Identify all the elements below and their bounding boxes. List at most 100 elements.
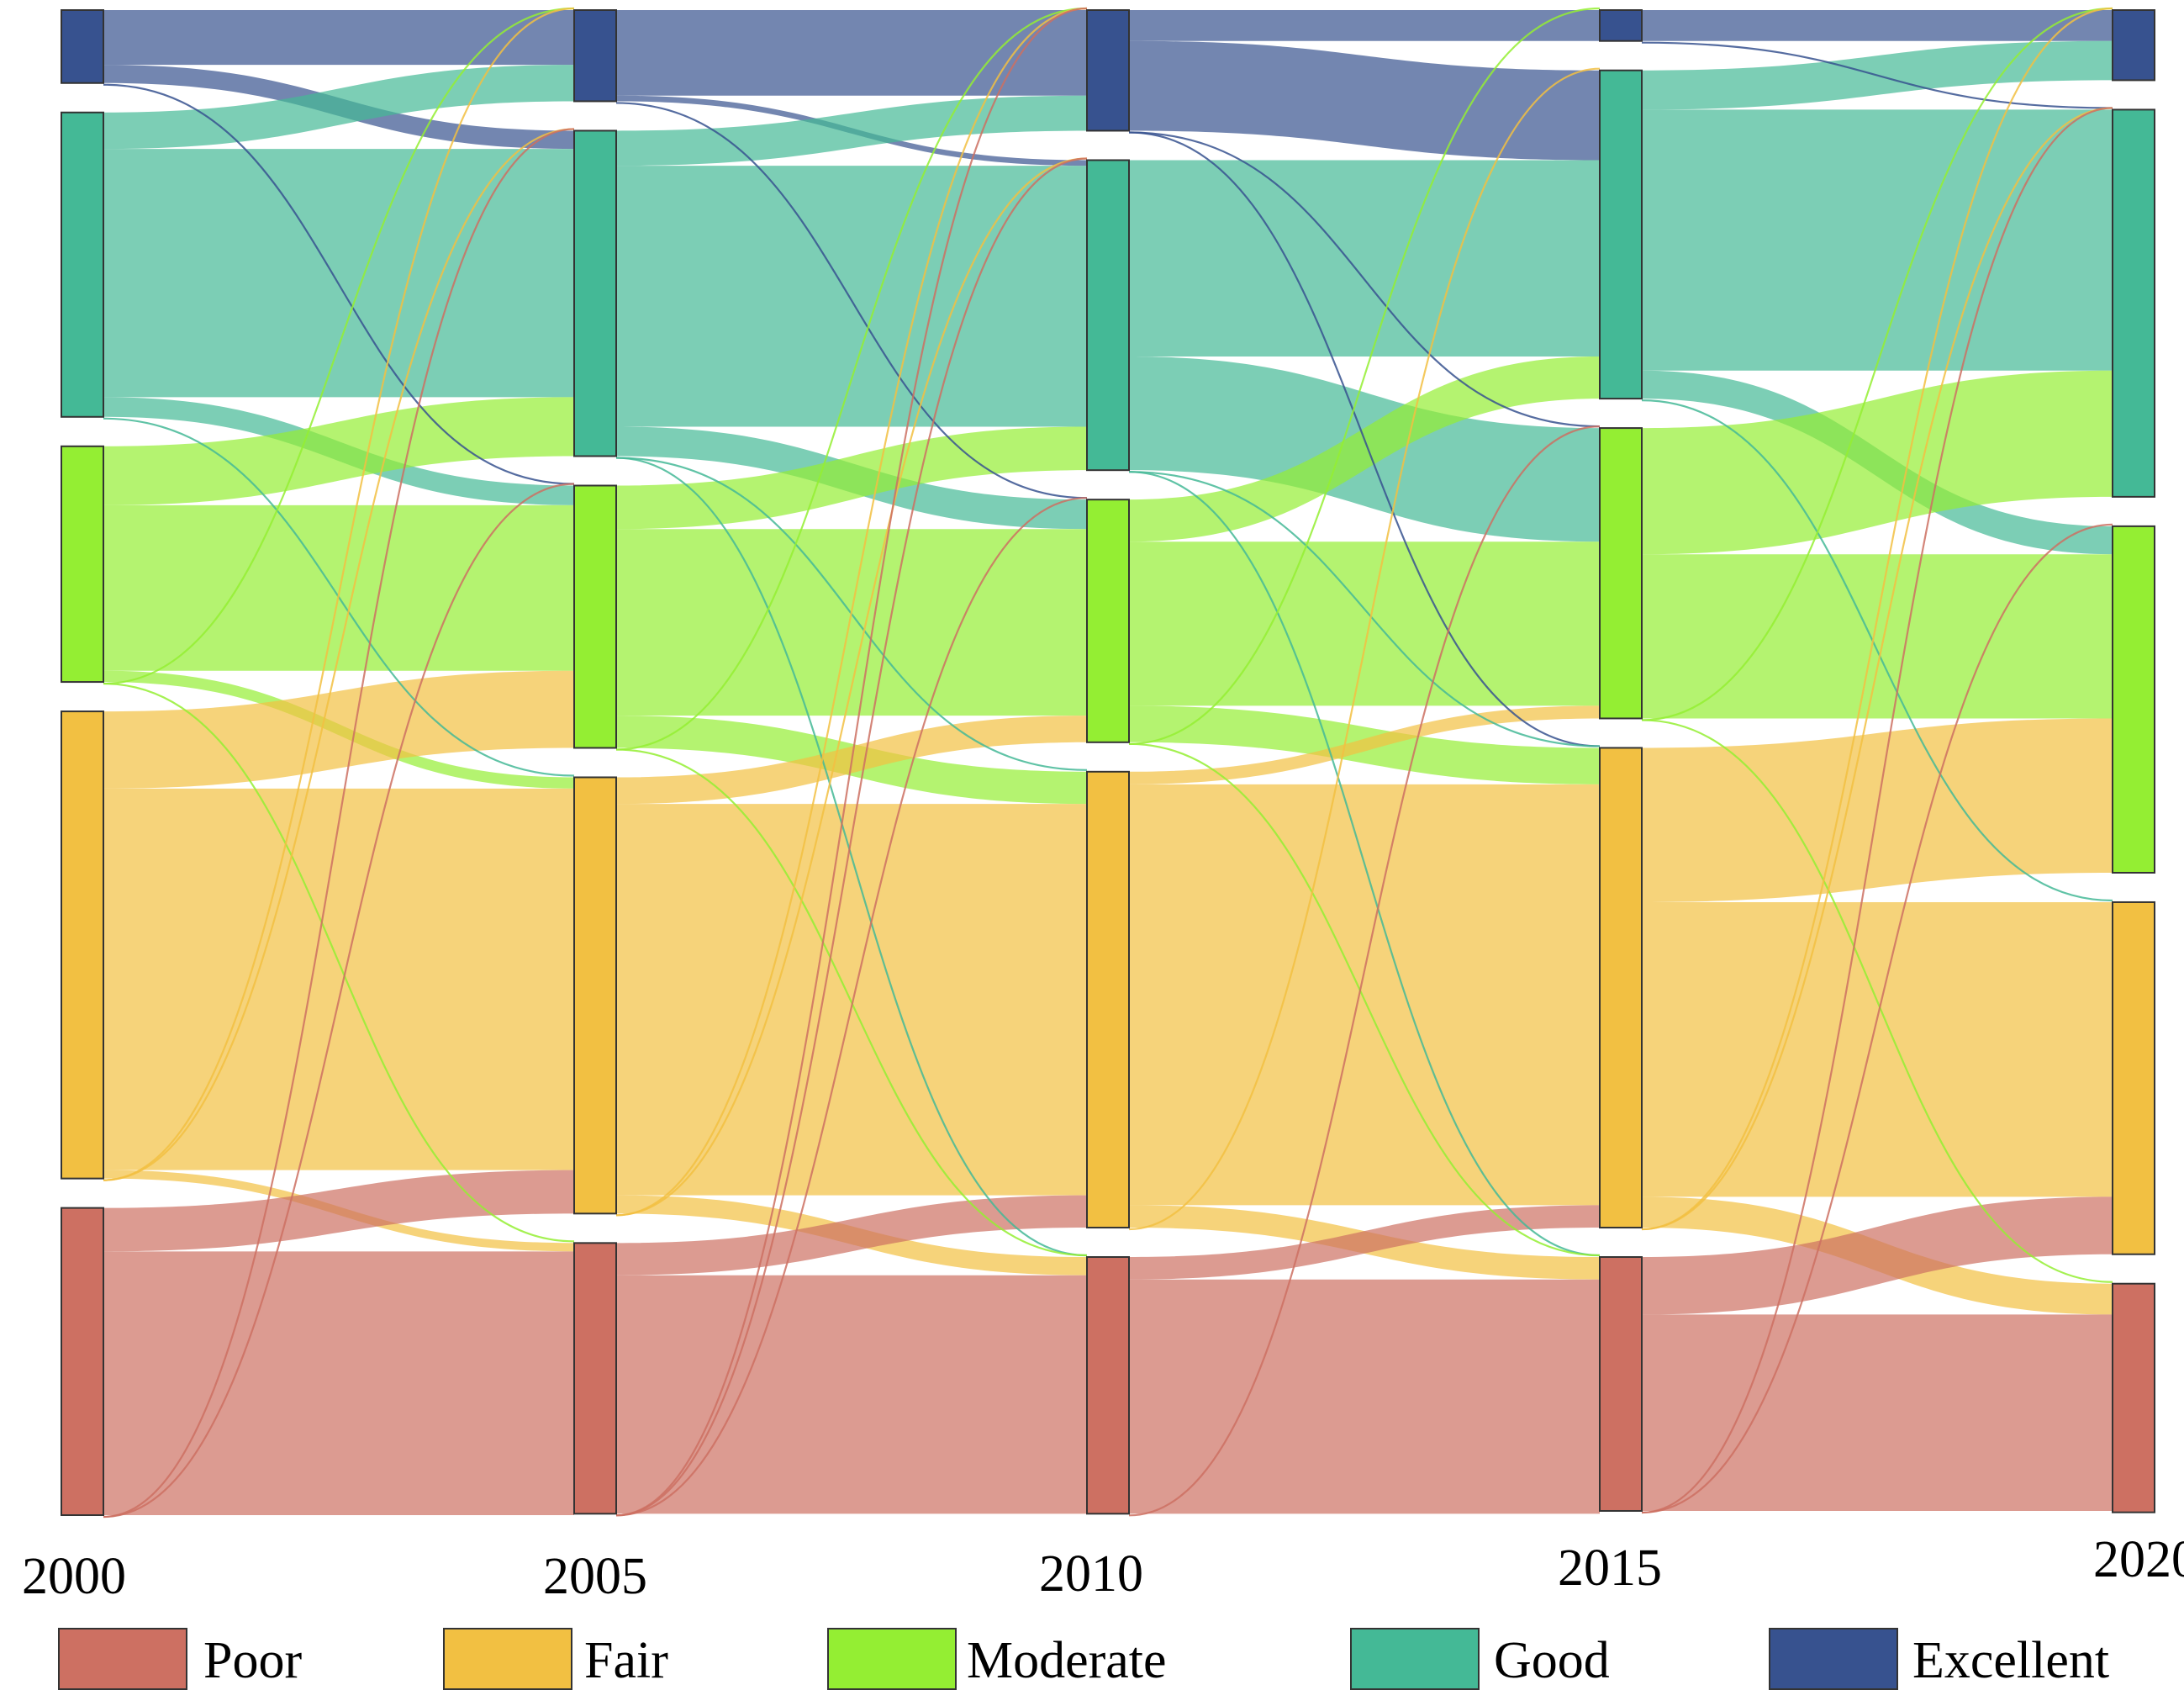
minor-flow-2005-fair-to-2010-excellent: [615, 7, 1088, 1217]
flow-2010-excellent-to-2015-good: [1129, 40, 1600, 161]
flow-2005-poor-to-2010-fair: [616, 1195, 1087, 1276]
legend-swatch-good: [1350, 1628, 1480, 1690]
node-2000-excellent: [61, 9, 104, 84]
minor-flow-2000-excellent-to-2005-moderate: [103, 83, 575, 485]
flow-2005-good-to-2010-good: [616, 166, 1087, 427]
flow-2005-fair-to-2010-fair: [616, 804, 1087, 1196]
minor-flow-2000-moderate-to-2005-excellent: [103, 7, 575, 685]
minor-flow-2015-poor-to-2020-good: [1641, 107, 2113, 1514]
minor-flow-2010-excellent-to-2015-moderate: [1128, 131, 1601, 428]
node-2000-fair: [61, 710, 104, 1180]
year-label-2020: 2020: [2093, 1531, 2184, 1588]
year-label-2005: 2005: [543, 1548, 647, 1605]
minor-flow-2005-poor-to-2010-moderate: [615, 497, 1088, 1517]
legend-label-excellent: Excellent: [1912, 1632, 2109, 1689]
minor-flow-2010-moderate-to-2015-excellent: [1128, 7, 1601, 745]
flow-2005-moderate-to-2010-good: [616, 426, 1087, 530]
minor-flow-2015-good-to-2020-fair: [1641, 399, 2113, 902]
flow-2015-good-to-2020-good: [1642, 109, 2113, 371]
node-2010-poor: [1086, 1256, 1130, 1515]
flow-2000-poor-to-2005-fair: [103, 1170, 574, 1252]
node-2005-moderate: [573, 484, 617, 749]
minor-flow-2005-excellent-to-2010-moderate: [615, 102, 1088, 499]
minor-flow-2005-fair-to-2010-good: [615, 157, 1088, 1217]
legend-swatch-fair: [443, 1628, 572, 1690]
node-2015-moderate: [1599, 427, 1643, 720]
flow-2000-good-to-2005-good: [103, 149, 574, 398]
flow-2015-excellent-to-2020-excellent: [1642, 10, 2113, 41]
node-2015-good: [1599, 69, 1643, 400]
legend-swatch-poor: [58, 1628, 187, 1690]
node-2010-moderate: [1086, 499, 1130, 743]
year-axis: 2000 2005 2010 2015 2020: [22, 1531, 2184, 1605]
flow-2005-moderate-to-2010-moderate: [616, 529, 1087, 716]
flow-2015-moderate-to-2020-good: [1642, 370, 2113, 555]
year-label-2015: 2015: [1558, 1540, 1662, 1597]
flow-2000-excellent-to-2005-excellent: [103, 10, 574, 66]
node-2000-poor: [61, 1207, 104, 1517]
legend-swatch-excellent: [1769, 1628, 1898, 1690]
minor-flow-2005-poor-to-2010-excellent: [615, 7, 1088, 1517]
node-2020-fair: [2112, 901, 2155, 1255]
node-2005-excellent: [573, 9, 617, 103]
flow-2000-fair-to-2005-moderate: [103, 670, 574, 789]
flow-2015-poor-to-2020-fair: [1642, 1196, 2113, 1315]
flow-2015-moderate-to-2020-moderate: [1642, 554, 2113, 719]
flow-2005-poor-to-2010-poor: [616, 1275, 1087, 1514]
year-label-2000: 2000: [22, 1548, 126, 1605]
minor-flow-2015-excellent-to-2020-good: [1641, 41, 2113, 109]
node-2000-good: [61, 111, 104, 418]
flow-2010-excellent-to-2015-excellent: [1129, 10, 1600, 41]
minor-flow-2010-moderate-to-2015-poor: [1128, 742, 1601, 1257]
minor-flow-2005-moderate-to-2010-poor: [615, 748, 1088, 1257]
flow-2010-fair-to-2015-fair: [1129, 784, 1600, 1206]
legend-label-moderate: Moderate: [967, 1632, 1167, 1689]
node-2000-moderate: [61, 445, 104, 684]
legend-label-fair: Fair: [584, 1632, 668, 1689]
minor-flows-layer: [103, 7, 2113, 1518]
flow-2010-poor-to-2015-poor: [1129, 1279, 1600, 1514]
minor-flow-2015-poor-to-2020-moderate: [1641, 523, 2113, 1514]
flow-2000-fair-to-2005-fair: [103, 788, 574, 1170]
node-2020-good: [2112, 108, 2155, 498]
minor-flow-2010-poor-to-2015-moderate: [1128, 425, 1601, 1517]
year-label-2010: 2010: [1039, 1545, 1143, 1603]
minor-flow-2010-good-to-2015-fair: [1128, 471, 1601, 747]
flow-2015-fair-to-2020-fair: [1642, 901, 2113, 1197]
flow-2000-moderate-to-2005-moderate: [103, 504, 574, 671]
node-2005-fair: [573, 776, 617, 1215]
node-2010-fair: [1086, 770, 1130, 1229]
node-2010-excellent: [1086, 9, 1130, 132]
legend-swatch-moderate: [827, 1628, 957, 1690]
nodes-layer: [61, 9, 2155, 1517]
flow-2005-good-to-2010-excellent: [616, 95, 1087, 166]
flow-2000-poor-to-2005-poor: [103, 1251, 574, 1515]
legend-label-good: Good: [1494, 1632, 1610, 1689]
minor-flow-2005-poor-to-2010-good: [615, 157, 1088, 1517]
flow-2010-moderate-to-2015-moderate: [1129, 541, 1600, 706]
minor-flow-2015-moderate-to-2020-excellent: [1641, 7, 2113, 721]
minor-flow-2010-fair-to-2015-good: [1128, 67, 1601, 1231]
node-2005-poor: [573, 1242, 617, 1515]
node-2010-good: [1086, 159, 1130, 472]
node-2005-good: [573, 129, 617, 457]
minor-flow-2010-excellent-to-2015-fair: [1128, 131, 1601, 747]
flow-2015-poor-to-2020-poor: [1642, 1314, 2113, 1511]
flow-2010-moderate-to-2015-good: [1129, 357, 1600, 542]
minor-flow-2015-fair-to-2020-excellent: [1641, 7, 2113, 1231]
minor-flow-2010-good-to-2015-poor: [1128, 471, 1601, 1257]
minor-flow-2005-good-to-2010-poor: [615, 457, 1088, 1257]
minor-flow-2000-fair-to-2005-good: [103, 128, 575, 1181]
minor-flow-2000-poor-to-2005-good: [103, 128, 575, 1518]
flow-2005-excellent-to-2010-excellent: [616, 10, 1087, 96]
minor-flow-2000-moderate-to-2005-poor: [103, 682, 575, 1243]
flow-2010-good-to-2015-good: [1129, 160, 1600, 357]
minor-flow-2005-moderate-to-2010-excellent: [615, 7, 1088, 751]
node-2020-excellent: [2112, 9, 2155, 82]
node-2015-fair: [1599, 747, 1643, 1229]
minor-flow-2000-fair-to-2005-excellent: [103, 7, 575, 1181]
node-2015-poor: [1599, 1256, 1643, 1512]
flow-2010-poor-to-2015-fair: [1129, 1205, 1600, 1280]
flow-2000-moderate-to-2005-good: [103, 397, 574, 505]
